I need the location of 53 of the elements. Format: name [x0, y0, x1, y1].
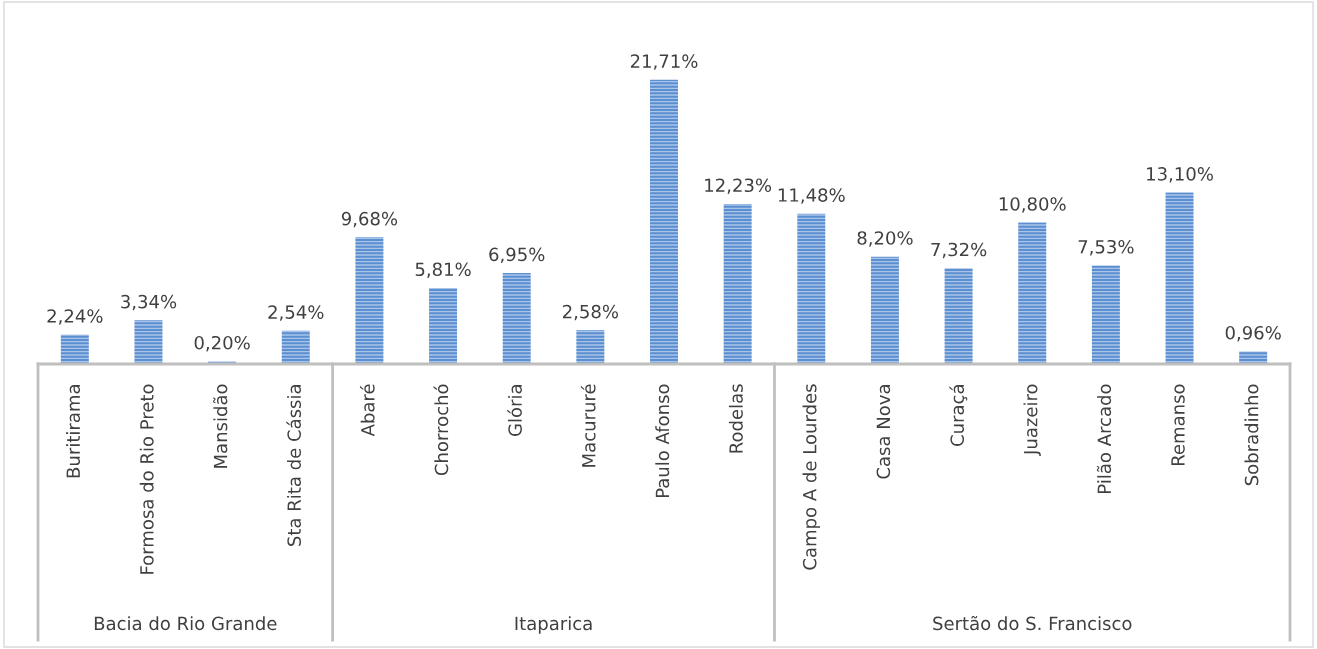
bar	[650, 79, 678, 364]
data-label: 12,23%	[705, 178, 772, 194]
bar	[429, 287, 458, 364]
x-tick-label: Abaré	[359, 384, 375, 437]
x-tick-label: Mansidão	[213, 384, 228, 468]
bar	[944, 268, 973, 364]
data-label: 9,68%	[341, 211, 398, 228]
x-tick-label: Pilão Arcado	[1096, 384, 1112, 493]
x-tick-label: Campo A de Lourdes	[802, 384, 821, 570]
bar	[355, 237, 384, 364]
bar	[134, 320, 163, 364]
bar	[797, 213, 826, 364]
bar	[1018, 222, 1047, 364]
text: Sertão do S. Francisco	[933, 615, 1132, 631]
data-label: 0,96%	[1225, 325, 1281, 342]
bar	[60, 334, 89, 364]
text: Itaparica	[515, 616, 592, 634]
bar	[502, 273, 531, 364]
data-label: 2,58%	[563, 304, 619, 321]
x-tick-label: Glória	[507, 385, 522, 436]
bar	[1165, 192, 1194, 364]
data-label: 6,95%	[489, 247, 545, 264]
data-label: 10,80%	[999, 197, 1066, 213]
x-tick-label: Juazeiro	[1023, 384, 1041, 456]
data-label: 8,20%	[857, 231, 913, 247]
data-label: 13,10%	[1147, 167, 1213, 183]
x-tick-label: Buritirama	[66, 385, 81, 478]
bar	[281, 330, 310, 364]
text: Bacia do Rio Grande	[94, 616, 277, 631]
bar	[1091, 265, 1120, 364]
data-label: 5,81%	[415, 262, 471, 278]
data-label: 2,24%	[47, 309, 103, 325]
x-tick-label: Chorrochó	[433, 384, 449, 476]
data-label: 11,48%	[778, 188, 845, 204]
data-label: 7,53%	[1078, 239, 1134, 256]
data-label: 21,71%	[630, 54, 698, 70]
x-tick-label: Rodelas	[728, 384, 743, 453]
bar	[870, 256, 899, 364]
data-label: 0,20%	[194, 335, 250, 352]
x-tick-label: Sta Rita de Cássia	[286, 385, 301, 546]
bar	[723, 203, 752, 364]
data-label: 3,34%	[121, 294, 177, 311]
x-tick-label: Macururé	[580, 384, 596, 467]
x-tick-label: Formosa do Rio Preto	[139, 384, 154, 574]
bar	[576, 330, 605, 364]
data-label: 7,32%	[931, 242, 987, 259]
x-tick-label: Curaçá	[949, 385, 968, 446]
x-tick-label: Remanso	[1171, 384, 1185, 466]
bar	[1239, 351, 1268, 364]
x-tick-label: Paulo Afonso	[655, 384, 670, 498]
data-label: 2,54%	[268, 305, 324, 321]
x-tick-label: Casa Nova	[876, 385, 891, 479]
x-tick-label: Sobradinho	[1244, 384, 1259, 486]
